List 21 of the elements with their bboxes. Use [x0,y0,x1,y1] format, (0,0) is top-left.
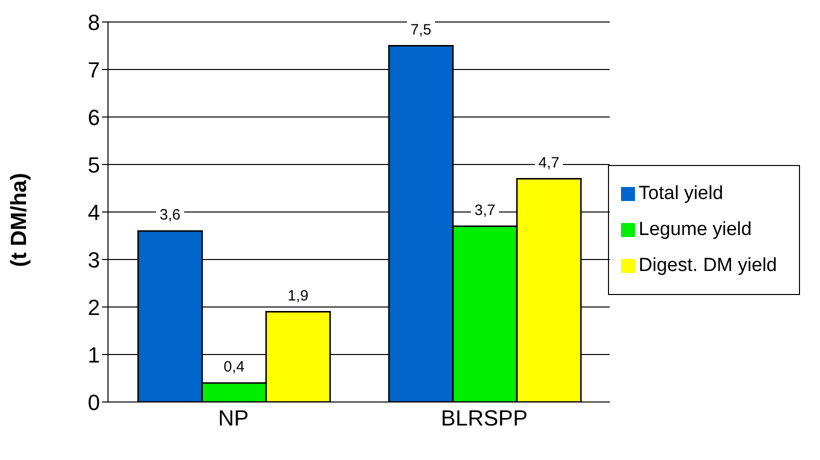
legend-label: Legume yield [638,219,752,240]
y-tick-label: 0 [88,390,100,415]
legend-label: Digest. DM yield [638,255,777,276]
data-label: 1,9 [288,287,309,304]
data-label: 3,7 [474,202,496,219]
y-tick-label: 3 [88,247,100,272]
x-tick-label: NP [218,406,249,431]
y-tick-label: 1 [88,342,100,368]
y-tick-label: 4 [88,200,100,225]
y-axis-title: (t DM/ha) [6,172,31,267]
y-tick-label: 2 [88,294,100,320]
data-label: 0,4 [224,358,245,376]
y-tick-label: 7 [88,57,100,82]
y-tick-label: 6 [88,104,100,130]
x-tick-label: BLRSPP [440,406,528,431]
data-label: 7,5 [410,21,432,38]
legend-label: Total yield [638,183,724,204]
y-tick-label: 5 [88,152,100,178]
y-tick-label: 8 [88,10,100,35]
data-label: 3,6 [160,206,181,224]
data-label: 4,7 [538,154,560,172]
